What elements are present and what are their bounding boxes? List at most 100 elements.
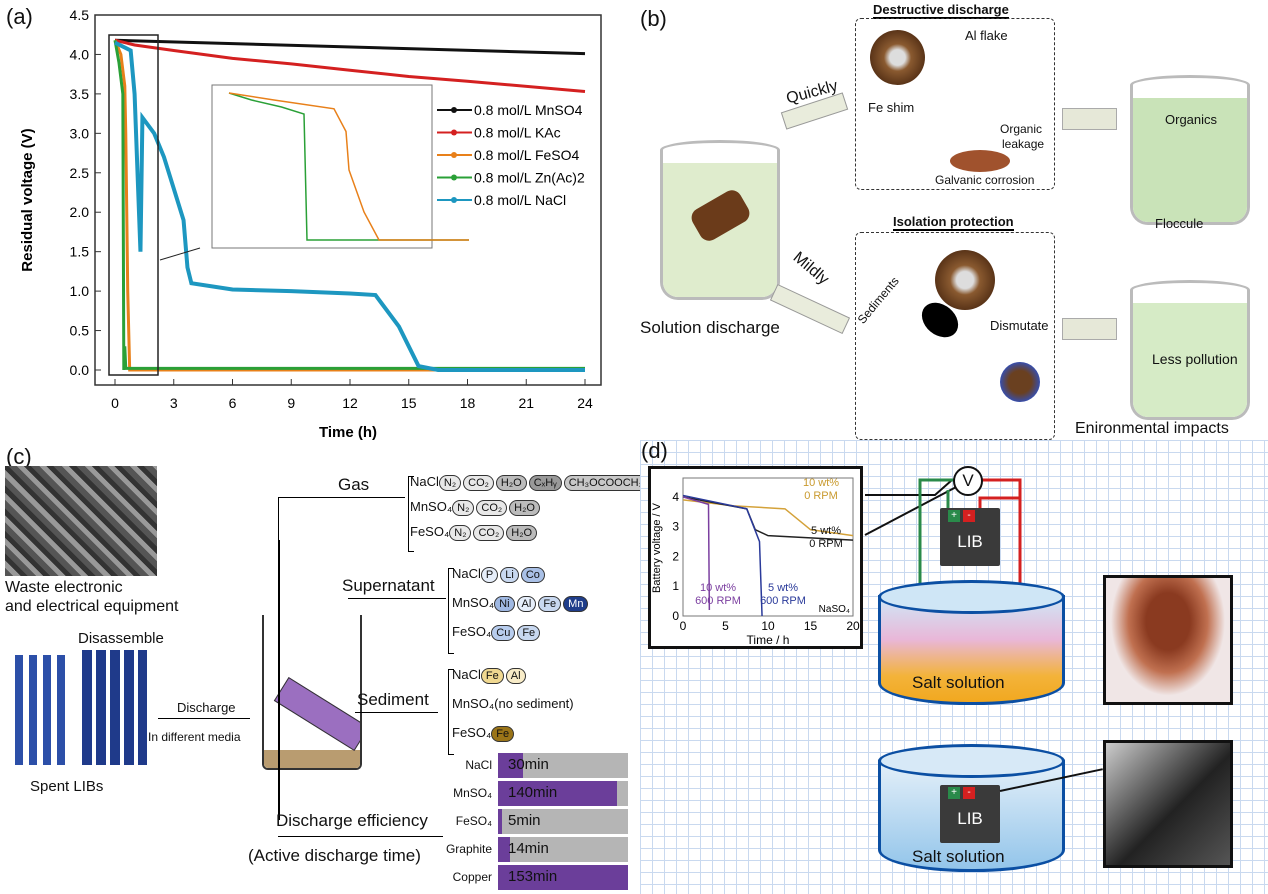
species-row: NaCl P Li Co <box>452 566 547 583</box>
species-badge: Cu <box>491 624 516 641</box>
y-tick-label: 4 <box>672 490 679 504</box>
gas-connector <box>278 497 279 542</box>
x-tick-label: 3 <box>170 395 178 411</box>
impact-arrow-top <box>1062 108 1117 130</box>
species-badge: P <box>480 566 499 583</box>
plus-terminal: + <box>948 510 960 522</box>
y-axis-label: Battery voltage / V <box>651 502 663 593</box>
weee-photo <box>5 466 157 576</box>
series-line-2 <box>113 39 585 372</box>
legend-label: 0.8 mol/L Zn(Ac)2 <box>474 170 585 186</box>
supernatant-arrow <box>348 598 446 599</box>
y-tick-label: 0.0 <box>70 362 90 378</box>
organic-leakage-label: Organic <box>1000 122 1043 136</box>
destructive-box <box>855 18 1055 190</box>
battery-group-icon <box>15 655 70 765</box>
inset-pointer <box>159 247 201 261</box>
salt-label: FeSO₄ <box>410 524 450 539</box>
environmental-impacts-label: Enironmental impacts <box>1075 420 1229 437</box>
gas-label: Gas <box>338 475 370 494</box>
efficiency-fill <box>498 753 524 778</box>
species-badge: Li <box>500 566 519 583</box>
lib-label: LIB <box>957 809 983 828</box>
legend-marker <box>451 129 457 136</box>
series-line-3 <box>682 494 763 617</box>
species-badge: Fe <box>480 667 504 684</box>
series-line-2 <box>682 496 711 611</box>
residual-voltage-chart: 0 3 6 9 12 15 18 21 24 0.0 0.5 1.0 1.5 2.0 2.5 3.0 3.5 4.… <box>19 7 602 440</box>
battery-group-icon <box>82 650 147 765</box>
inset-series-zn <box>228 92 469 241</box>
battery-voltage-chart: 0 5 10 15 20 0 1 2 3 4 Time / h Battery voltage / V… <box>651 477 860 647</box>
sediment-label: Sediment <box>357 690 429 709</box>
efficiency-category: Graphite <box>445 842 492 856</box>
salt-label: MnSO₄ <box>452 595 495 610</box>
species-badge: Mn <box>563 595 589 612</box>
efficiency-category: FeSO₄ <box>455 814 492 828</box>
efficiency-value: 14min <box>508 840 549 857</box>
weee-label-2: and electrical equipment <box>5 598 179 615</box>
species-row: FeSO₄ N₂ CO₂ H₂O <box>410 524 539 541</box>
efficiency-label: Discharge efficiency <box>276 811 428 830</box>
x-tick-label: 12 <box>342 395 358 411</box>
species-row: MnSO₄ N₂ CO₂ H₂O <box>410 499 542 516</box>
media-beaker <box>262 615 362 770</box>
species-row: FeSO₄ Fe <box>452 725 516 742</box>
y-tick-label: 2.0 <box>70 204 90 220</box>
salt-label: NaCl <box>410 474 439 489</box>
floccule-beaker <box>1130 75 1250 225</box>
legend-marker <box>451 174 457 181</box>
species-badge: H₂O <box>506 524 538 541</box>
x-tick-label: 18 <box>460 395 476 411</box>
x-tick-label: 21 <box>518 395 534 411</box>
species-badge: N₂ <box>449 524 472 541</box>
corrosion-particles <box>950 150 1010 172</box>
efficiency-arrow <box>278 836 443 837</box>
series-label: 0 RPM <box>809 538 843 550</box>
species-badge: H₂O <box>509 499 540 516</box>
mildly-label: Mildly <box>789 248 832 289</box>
species-badge: N₂ <box>452 499 475 516</box>
x-tick-label: 20 <box>846 619 860 633</box>
legend-label: 0.8 mol/L NaCl <box>474 192 566 208</box>
efficiency-bar: 30min NaCl <box>465 753 628 778</box>
y-tick-label: 3.0 <box>70 125 90 141</box>
panel-label-c: (c) <box>6 444 32 469</box>
voltmeter-icon: V <box>953 466 983 496</box>
legend-label: 0.8 mol/L KAc <box>474 125 561 141</box>
legend-marker <box>451 152 457 158</box>
efficiency-value: 5min <box>508 812 541 829</box>
bracket <box>448 568 454 654</box>
species-badge: Al <box>516 595 537 612</box>
tank-rim-1 <box>878 580 1065 614</box>
y-tick-label: 4.5 <box>70 7 90 23</box>
y-tick-label: 4.0 <box>70 46 90 62</box>
salt-label: MnSO₄(no sediment) <box>452 696 574 711</box>
gas-arrow <box>278 497 405 498</box>
species-badge: Ni <box>494 595 515 612</box>
series-line-1 <box>114 38 586 94</box>
weee-label: Waste electronic <box>5 579 123 596</box>
inset-frame <box>211 84 433 249</box>
fe-shim-label: Fe shim <box>868 100 915 115</box>
y-tick-label: 0 <box>672 609 679 623</box>
species-badge: Co <box>520 566 545 583</box>
discharge-label: Discharge <box>177 700 236 715</box>
species-badge: CO₂ <box>463 474 494 491</box>
zoom-box <box>108 34 159 376</box>
inset-series-fe <box>228 92 469 241</box>
x-tick-label: 15 <box>401 395 417 411</box>
series-line-3 <box>113 39 585 371</box>
x-tick-label: 0 <box>111 395 119 411</box>
annotation-label: NaSO₄ <box>819 604 850 615</box>
lib-label: LIB <box>957 532 983 551</box>
plot-frame <box>682 477 854 617</box>
isolation-box <box>855 232 1055 440</box>
y-tick-label: 1.0 <box>70 283 90 299</box>
efficiency-value: 153min <box>508 868 558 885</box>
species-badge: H₂O <box>495 474 527 491</box>
species-row: NaCl Fe Al <box>452 667 528 684</box>
clean-beaker <box>1130 280 1250 420</box>
x-tick-label: 6 <box>229 395 237 411</box>
x-tick-label: 10 <box>761 619 775 633</box>
